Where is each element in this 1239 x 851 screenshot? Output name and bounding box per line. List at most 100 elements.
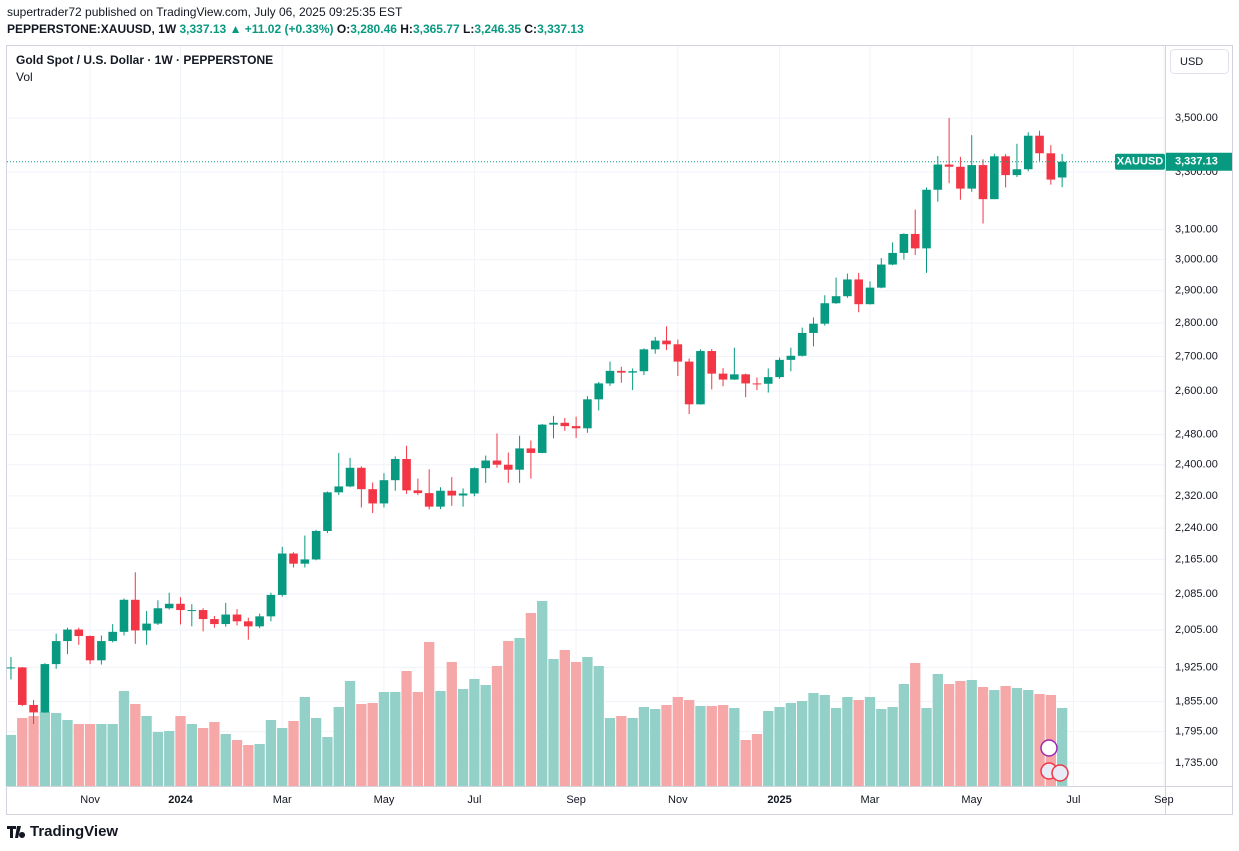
- volume-bar: [107, 724, 118, 786]
- x-tick-label: Nov: [668, 794, 688, 806]
- candle-body: [583, 399, 592, 429]
- candle-body: [809, 323, 818, 333]
- volume-bar: [695, 706, 706, 786]
- brand: TradingView: [30, 823, 118, 840]
- candle-body: [97, 641, 106, 661]
- volume-bar: [333, 707, 344, 786]
- x-tick-label: Jul: [1066, 794, 1080, 806]
- candle-body: [549, 422, 558, 425]
- candle-body: [1012, 169, 1022, 176]
- candle-body: [956, 166, 965, 189]
- volume-bar: [130, 704, 141, 786]
- candle-body: [696, 351, 705, 405]
- quote-line: PEPPERSTONE:XAUUSD, 1W 3,337.13 ▲ +11.02…: [7, 22, 584, 36]
- candle-body: [481, 460, 490, 469]
- candle-body: [650, 340, 660, 350]
- volume-bar: [446, 662, 457, 786]
- candle-body: [379, 480, 389, 504]
- candle-body: [707, 351, 717, 374]
- open-label: O:: [336, 22, 351, 36]
- low-label: L:: [463, 22, 475, 36]
- volume-bar: [310, 718, 322, 786]
- volume-bar: [118, 691, 130, 786]
- volume-bar: [955, 681, 966, 786]
- y-tick-label: 3,500.00: [1175, 112, 1218, 124]
- candle-body: [831, 296, 841, 304]
- y-tick-label: 3,000.00: [1175, 254, 1218, 266]
- volume-bar: [288, 721, 299, 786]
- candle-body: [673, 344, 683, 362]
- candle-body: [854, 279, 863, 305]
- volume-bar: [424, 642, 435, 786]
- candle-body: [40, 664, 50, 713]
- candle-body: [526, 448, 536, 453]
- candle-body: [944, 164, 954, 167]
- volume-bar: [39, 712, 51, 786]
- volume-bar: [186, 724, 197, 786]
- y-tick-label: 2,240.00: [1175, 522, 1218, 534]
- candle-body: [605, 370, 615, 384]
- volume-bar: [491, 666, 503, 786]
- candle-body: [63, 629, 72, 642]
- volume-bar: [480, 685, 491, 786]
- event-icon[interactable]: [1040, 739, 1058, 757]
- volume-bar: [977, 687, 989, 786]
- volume-bar: [706, 706, 717, 786]
- volume-bar: [943, 684, 955, 786]
- volume-bar: [152, 732, 164, 786]
- currency-button[interactable]: [1170, 49, 1229, 74]
- volume-bar: [299, 697, 310, 786]
- candle-body: [876, 264, 886, 288]
- volume-bar: [1023, 690, 1034, 786]
- candle-body: [368, 489, 377, 504]
- volume-bar: [231, 740, 243, 786]
- currency[interactable]: USD: [1180, 56, 1203, 68]
- candle-body: [763, 377, 773, 384]
- x-tick-label: Sep: [566, 794, 586, 806]
- candle-body: [910, 233, 920, 249]
- volume-bar: [604, 718, 616, 786]
- candle-body: [730, 374, 739, 380]
- candle-body: [29, 704, 38, 713]
- volume-bar: [344, 681, 356, 786]
- candle-body: [1057, 161, 1067, 178]
- volume-bar: [638, 707, 650, 786]
- low-value: 3,246.35: [474, 22, 522, 36]
- volume-bar: [808, 693, 819, 786]
- volume-bar: [457, 689, 469, 786]
- candle-body: [775, 359, 784, 378]
- event-icon[interactable]: [1051, 764, 1069, 782]
- y-tick-label: 1,855.00: [1175, 695, 1218, 707]
- candle-body: [899, 233, 909, 253]
- ticker-tag: [1115, 153, 1165, 170]
- candle-body: [843, 279, 852, 297]
- y-tick-label: 1,795.00: [1175, 726, 1218, 738]
- candle-body: [447, 490, 457, 496]
- ticker-tag-label: XAUUSD: [1117, 156, 1164, 168]
- candle-body: [470, 468, 479, 494]
- candle-body: [888, 252, 897, 265]
- candle-body: [628, 371, 637, 373]
- candle-body: [594, 383, 604, 400]
- candle-body: [820, 303, 830, 324]
- x-tick-label: Mar: [861, 794, 880, 806]
- volume-bar: [785, 703, 797, 786]
- candle-body: [232, 614, 242, 622]
- volume-bar: [570, 662, 582, 786]
- candle-body: [571, 426, 581, 429]
- y-tick-label: 1,925.00: [1175, 661, 1218, 673]
- y-tick-label: 2,320.00: [1175, 490, 1218, 502]
- volume-bar: [390, 692, 401, 786]
- candle-body: [357, 467, 366, 490]
- candle-body: [865, 287, 875, 305]
- y-tick-label: 2,700.00: [1175, 350, 1218, 362]
- volume-bar: [322, 737, 333, 786]
- candle-body: [277, 553, 287, 595]
- candle-body: [74, 629, 84, 636]
- logo: [7, 826, 26, 838]
- candle-body: [458, 493, 468, 496]
- candle-body: [503, 464, 513, 470]
- candle-body: [978, 165, 988, 200]
- volume-bar: [650, 709, 661, 786]
